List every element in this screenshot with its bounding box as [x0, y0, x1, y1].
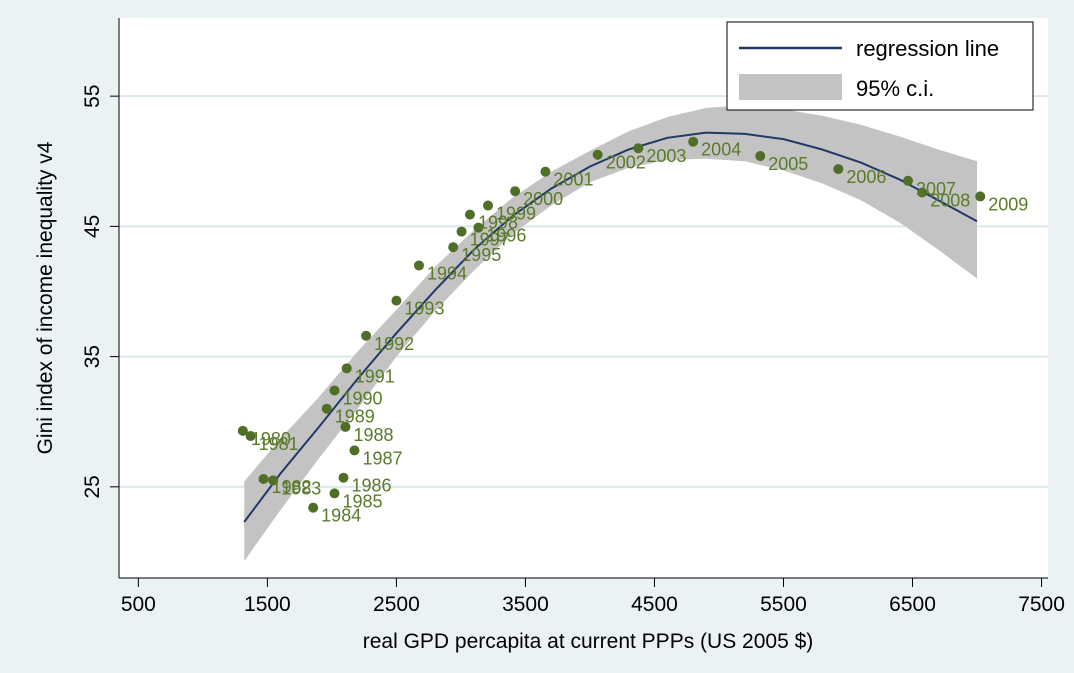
axes: 500 1500 2500 3500 4500 5500 6500 7500 25 35 45 55 — [81, 18, 1065, 616]
point-label-1980: 1980 — [251, 429, 291, 449]
legend-item-ci: 95% c.i. — [856, 76, 934, 101]
y-tick-label-35: 35 — [81, 345, 104, 368]
point-label-2003: 2003 — [646, 146, 686, 166]
point-1992 — [361, 330, 372, 341]
x-tick-label-3500: 3500 — [502, 593, 549, 616]
point-1991 — [341, 363, 352, 374]
point-label-1996: 1996 — [486, 226, 526, 246]
point-label-2006: 2006 — [846, 167, 886, 187]
regression-line — [243, 131, 978, 523]
point-label-1986: 1986 — [352, 476, 392, 496]
x-tick-label-4500: 4500 — [631, 593, 678, 616]
point-label-1989: 1989 — [335, 407, 375, 427]
point-label-1981: 1981 — [259, 434, 299, 454]
point-1985 — [329, 488, 340, 499]
y-tick-label-55: 55 — [81, 84, 104, 107]
point-2001 — [540, 166, 551, 177]
point-label-2008: 2008 — [930, 191, 970, 211]
legend-item-regression-line: regression line — [856, 36, 999, 61]
point-label-1990: 1990 — [342, 388, 382, 408]
point-label-2005: 2005 — [768, 154, 808, 174]
x-tick-label-5500: 5500 — [760, 593, 807, 616]
point-2004 — [688, 136, 699, 147]
point-1983 — [268, 475, 279, 486]
regression-line-path — [243, 131, 978, 523]
point-label-1992: 1992 — [374, 334, 414, 354]
point-1989 — [321, 403, 332, 414]
point-label-1997: 1997 — [470, 230, 510, 250]
point-2008 — [917, 187, 928, 198]
y-tick-label-45: 45 — [81, 215, 104, 238]
point-1997 — [456, 226, 467, 237]
point-label-1984: 1984 — [321, 506, 361, 526]
point-label-2000: 2000 — [523, 189, 563, 209]
point-1986 — [338, 472, 349, 483]
point-1998 — [464, 209, 475, 220]
point-1984 — [308, 502, 319, 513]
point-label-1993: 1993 — [404, 299, 444, 319]
point-1993 — [391, 295, 402, 306]
point-label-1987: 1987 — [362, 448, 402, 468]
point-label-1991: 1991 — [355, 366, 395, 386]
point-2003 — [633, 143, 644, 154]
point-1981 — [245, 431, 256, 442]
point-2009 — [975, 191, 986, 202]
point-label-2007: 2007 — [916, 179, 956, 199]
point-2005 — [755, 151, 766, 162]
point-1980 — [237, 425, 248, 436]
point-label-2002: 2002 — [606, 153, 646, 173]
ci-band-area — [244, 105, 977, 562]
point-1988 — [340, 421, 351, 432]
point-label-1982: 1982 — [272, 477, 312, 497]
point-label-1995: 1995 — [461, 245, 501, 265]
point-label-1983: 1983 — [281, 478, 321, 498]
point-label-1988: 1988 — [353, 425, 393, 445]
point-2002 — [592, 149, 603, 160]
point-2000 — [510, 186, 521, 197]
x-tick-label-1500: 1500 — [244, 593, 291, 616]
y-axis-title: Gini index of income inequality v4 — [34, 141, 57, 454]
x-tick-label-6500: 6500 — [889, 593, 936, 616]
x-tick-label-7500: 7500 — [1018, 593, 1065, 616]
ci-band — [244, 105, 977, 562]
point-label-2001: 2001 — [553, 170, 593, 190]
point-1999 — [483, 200, 494, 211]
point-1996 — [473, 222, 484, 233]
point-1987 — [349, 445, 360, 456]
point-label-1994: 1994 — [427, 263, 467, 283]
point-1982 — [258, 474, 269, 485]
point-label-2004: 2004 — [701, 140, 741, 160]
point-1994 — [413, 260, 424, 271]
point-2007 — [903, 175, 914, 186]
point-2006 — [833, 164, 844, 175]
point-label-1998: 1998 — [478, 213, 518, 233]
point-1995 — [448, 242, 459, 253]
point-label-1985: 1985 — [342, 491, 382, 511]
x-axis-title: real GPD percapita at current PPPs (US 2… — [363, 630, 814, 653]
legend-band-swatch — [739, 74, 842, 100]
x-tick-label-500: 500 — [121, 593, 156, 616]
x-tick-label-2500: 2500 — [373, 593, 420, 616]
point-label-2009: 2009 — [988, 194, 1028, 214]
point-1990 — [329, 385, 340, 396]
legend: regression line 95% c.i. — [726, 21, 1034, 111]
scatter-points — [237, 136, 986, 513]
point-label-1999: 1999 — [496, 204, 536, 224]
y-tick-label-25: 25 — [81, 475, 104, 498]
